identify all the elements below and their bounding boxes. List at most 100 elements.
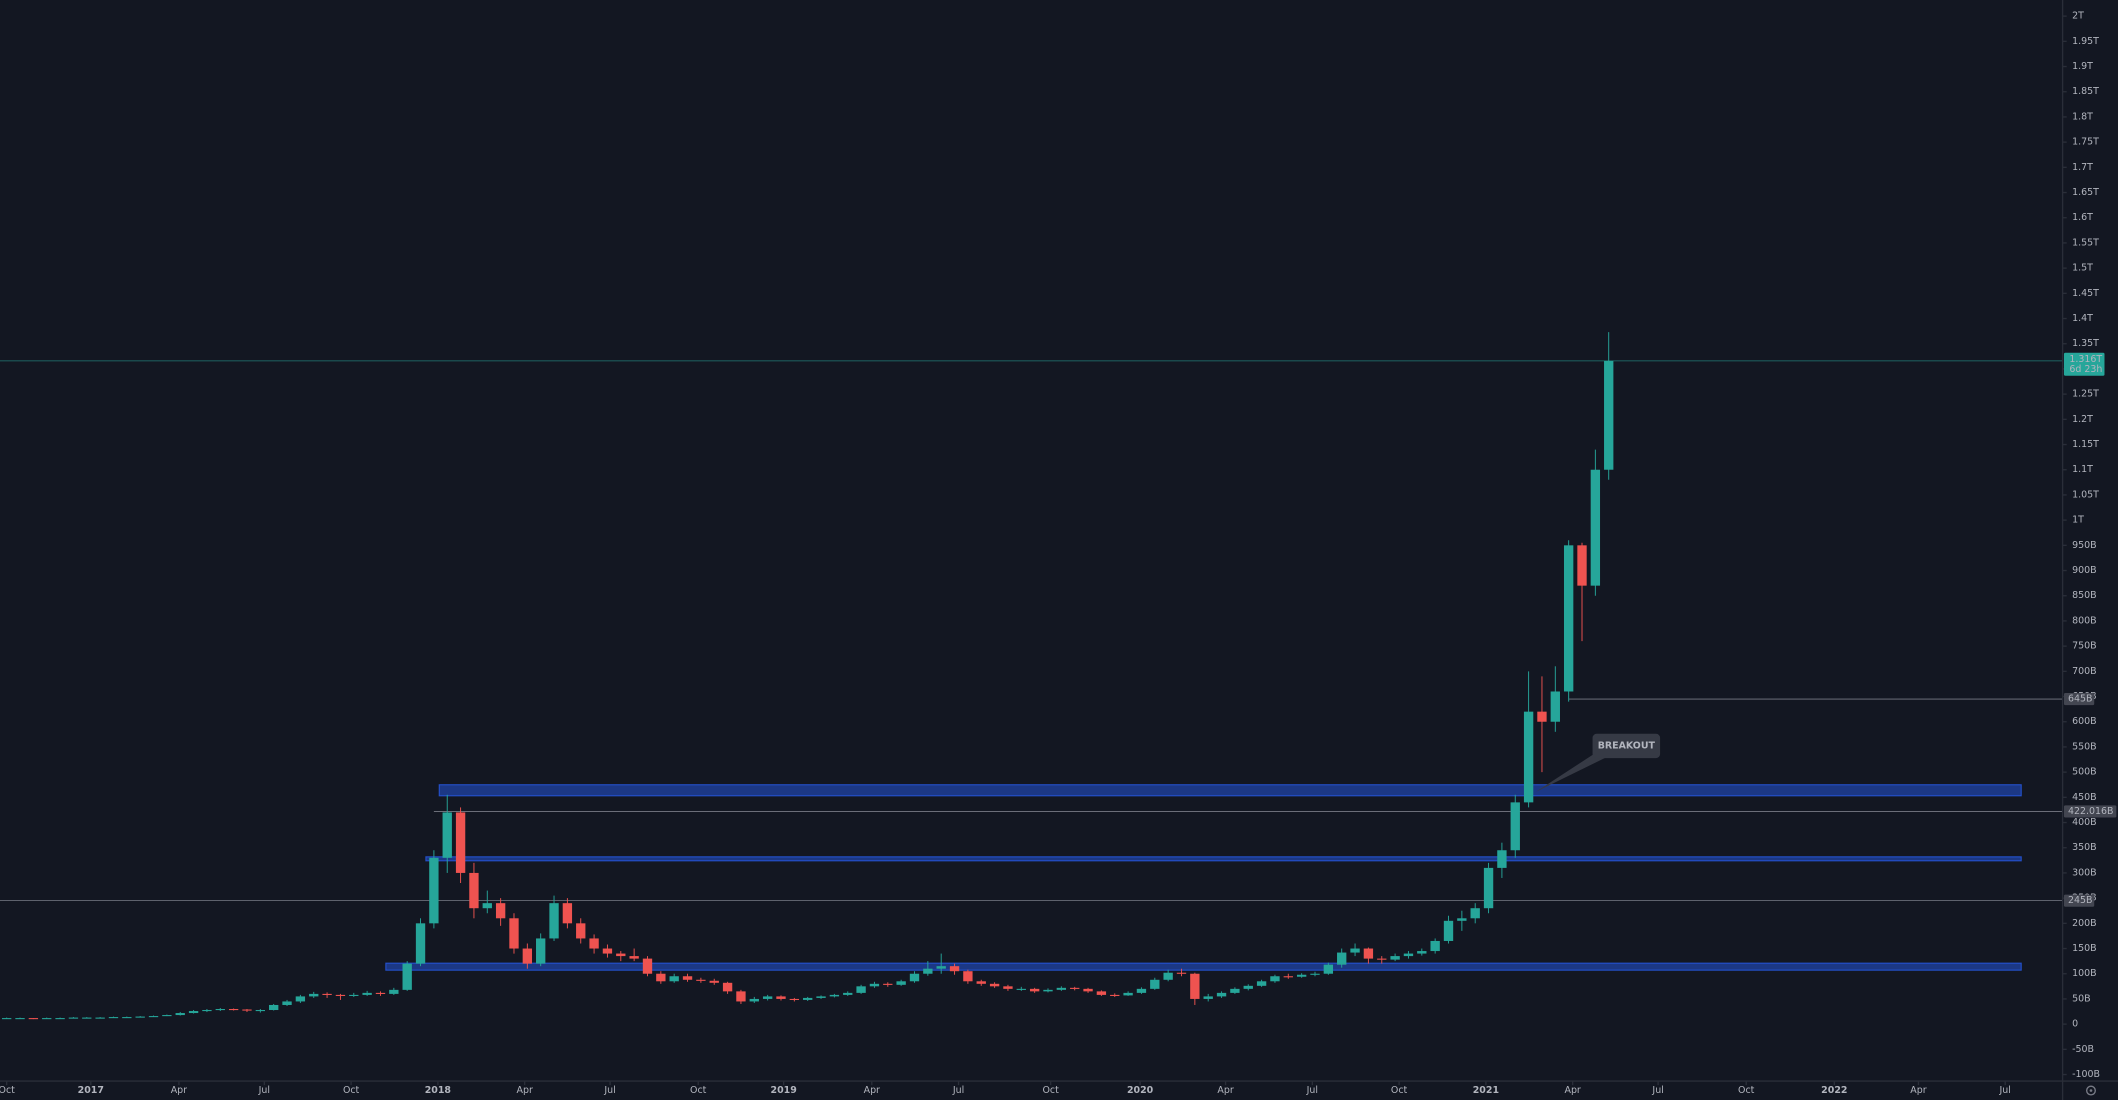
y-tick-label: 0 <box>2072 1019 2078 1030</box>
candle-body <box>82 1017 92 1019</box>
candle-body <box>1230 988 1240 993</box>
candle-body <box>1590 469 1601 586</box>
candle-body <box>536 938 546 964</box>
y-tick-label: 200B <box>2072 918 2096 929</box>
y-tick-label: 1.05T <box>2072 489 2099 500</box>
y-tick-label: 450B <box>2072 792 2096 803</box>
x-tick-label: 2019 <box>771 1085 797 1096</box>
candle-body <box>629 956 639 959</box>
candle-body <box>1296 974 1307 977</box>
candle-body <box>415 923 426 964</box>
candle-body <box>188 1011 199 1014</box>
y-tick-label: 1.5T <box>2072 263 2093 274</box>
price-line-box <box>2063 805 2117 818</box>
candle-body <box>843 992 853 995</box>
settings-icon[interactable] <box>2085 1085 2096 1096</box>
callout-text: BREAKOUT <box>1598 740 1656 751</box>
candle-body <box>1537 711 1547 722</box>
callout-pointer <box>1535 751 1608 792</box>
candle-body <box>1256 981 1267 986</box>
candle-body <box>936 966 946 969</box>
y-tick-label: 1.2T <box>2072 414 2093 425</box>
callout-box <box>1592 733 1661 759</box>
candle-body <box>1003 986 1013 989</box>
x-tick-label: 2020 <box>1127 1085 1154 1096</box>
candle-body <box>963 971 973 982</box>
candle-body <box>1270 976 1280 982</box>
candle-body <box>95 1017 105 1019</box>
candle-body <box>442 812 452 858</box>
candle-body <box>429 857 439 924</box>
candle-body <box>602 948 613 954</box>
y-tick-label: 1.85T <box>2072 86 2099 97</box>
candle-body <box>1403 953 1414 957</box>
y-tick-label: -100B <box>2072 1069 2100 1080</box>
candle-body <box>923 968 933 974</box>
y-tick-label: 600B <box>2072 716 2096 727</box>
y-tick-label: 1.1T <box>2072 464 2093 475</box>
y-tick-label: -50B <box>2072 1044 2094 1055</box>
candle-body <box>228 1009 239 1011</box>
x-tick-label: Jul <box>952 1085 964 1096</box>
x-tick-label: Apr <box>171 1085 187 1096</box>
candle-body <box>42 1018 52 1020</box>
x-tick-label: 2018 <box>425 1085 451 1096</box>
y-tick-label: 1.65T <box>2072 187 2099 198</box>
candle-body <box>148 1016 159 1018</box>
y-tick-label: 850B <box>2072 590 2096 601</box>
support-zone <box>425 856 2022 862</box>
y-tick-label: 150B <box>2072 943 2096 954</box>
x-tick-label: Jul <box>258 1085 270 1096</box>
candle-body <box>1029 988 1040 992</box>
candle-body <box>1243 985 1253 989</box>
candle-body <box>1550 691 1560 722</box>
last-price-label: 1.316T <box>2069 354 2102 365</box>
candle-body <box>375 992 386 994</box>
x-tick-label: Apr <box>517 1085 533 1096</box>
candle-body <box>255 1010 266 1012</box>
candle-body <box>135 1016 145 1018</box>
candle-body <box>1457 918 1467 921</box>
candle-body <box>829 994 840 997</box>
candle-body <box>1563 545 1574 692</box>
candle-body <box>55 1018 65 1020</box>
price-line-label: 645B <box>2068 694 2092 705</box>
candle-body <box>68 1017 79 1019</box>
candle-body <box>242 1009 252 1011</box>
candle-body <box>509 918 519 949</box>
candle-body <box>1096 991 1107 995</box>
candle-body <box>309 993 319 997</box>
candle-body <box>789 998 800 1001</box>
candle-body <box>722 982 733 992</box>
candle-body <box>576 923 586 939</box>
candle-body <box>949 966 960 972</box>
candle-body <box>282 1001 292 1005</box>
y-tick-label: 700B <box>2072 666 2096 677</box>
x-tick-label: 2017 <box>78 1085 104 1096</box>
candle-body <box>389 989 399 994</box>
candle-body <box>1577 545 1587 586</box>
candle-body <box>335 994 346 996</box>
candle-body <box>1604 360 1614 470</box>
candle-body <box>202 1010 212 1012</box>
candle-body <box>402 963 412 990</box>
y-tick-label: 1.75T <box>2072 137 2099 148</box>
x-tick-label: Jul <box>1999 1085 2011 1096</box>
candle-body <box>776 996 786 999</box>
candle-body <box>1070 987 1080 989</box>
y-tick-label: 400B <box>2072 817 2096 828</box>
candle-body <box>349 994 359 996</box>
candle-body <box>562 903 573 924</box>
price-line-label: 245B <box>2068 895 2092 906</box>
candle-body <box>749 998 759 1002</box>
candle-body <box>909 973 920 982</box>
candle-body <box>549 903 559 939</box>
support-zone <box>438 784 2022 797</box>
y-tick-label: 1.45T <box>2072 288 2099 299</box>
candle-body <box>1523 711 1534 803</box>
x-tick-label: 2022 <box>1821 1085 1847 1096</box>
candle-body <box>696 979 706 981</box>
y-tick-label: 1.6T <box>2072 212 2093 223</box>
candle-body <box>269 1004 279 1011</box>
